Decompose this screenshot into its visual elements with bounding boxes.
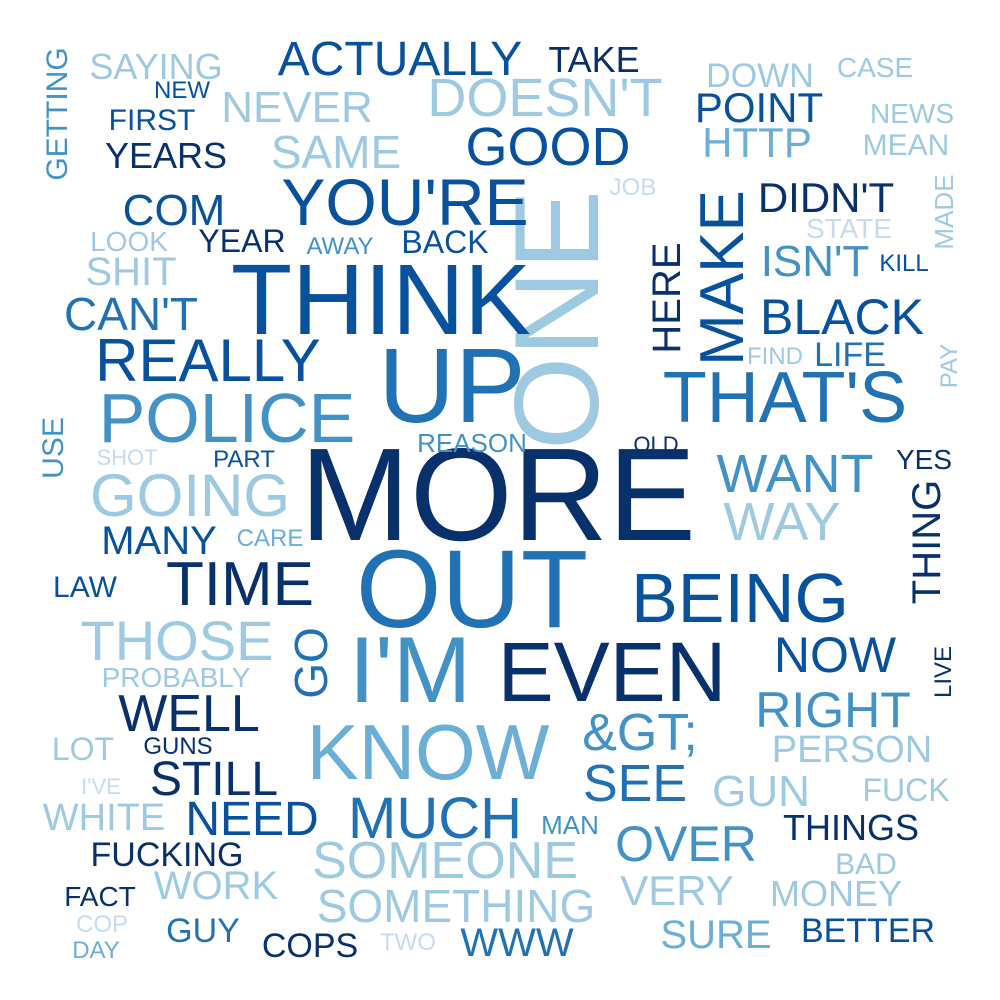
word: I'M (349, 617, 471, 722)
word: MUCH (348, 786, 522, 851)
word: BACK (401, 224, 488, 260)
word: BAD (835, 848, 897, 881)
word: MADE (929, 174, 959, 249)
word: CARE (237, 525, 304, 552)
word: LAW (53, 571, 118, 604)
word: USE (37, 417, 70, 479)
word: WWW (460, 921, 574, 965)
word: YEARS (105, 135, 227, 176)
word: MAN (541, 810, 599, 840)
word: MEAN (863, 129, 950, 162)
word: FUCK (862, 772, 949, 808)
word: PERSON (772, 729, 932, 771)
word: ACTUALLY (278, 33, 523, 86)
word: NOW (774, 627, 897, 683)
word: GO (285, 627, 337, 699)
word: MAKE (688, 190, 757, 366)
word: CASE (837, 52, 913, 83)
word: WHITE (43, 797, 165, 839)
word: AWAY (306, 233, 373, 260)
word: LIFE (814, 336, 886, 374)
word: BETTER (801, 912, 935, 950)
word: REASON (417, 428, 527, 458)
word: OLD (633, 432, 678, 457)
word: PROBABLY (102, 662, 251, 693)
word: SURE (660, 913, 771, 957)
word: NEW (154, 77, 210, 104)
word: GETTING (41, 47, 74, 180)
word: MANY (101, 519, 217, 563)
word: LOOK (90, 226, 168, 257)
word: LOT (52, 731, 114, 767)
word: GUNS (143, 733, 212, 760)
word: NEVER (221, 83, 373, 132)
word: OVER (615, 816, 757, 872)
word: FIRST (109, 104, 196, 137)
word: COPS (262, 927, 358, 965)
word: FIND (747, 343, 803, 370)
word: TWO (380, 929, 436, 956)
word: SHOT (96, 445, 157, 470)
word: FACT (64, 881, 136, 912)
word: KILL (879, 250, 928, 277)
word: PAY (936, 344, 963, 388)
word: COP (76, 911, 128, 938)
word: CAN'T (64, 288, 198, 340)
word: JOB (610, 174, 657, 201)
word: BEING (631, 559, 849, 637)
word: TAKE (548, 39, 639, 80)
word: STATE (806, 213, 892, 244)
word: YEAR (198, 223, 285, 259)
word: GUY (166, 912, 240, 950)
word: NEWS (870, 98, 954, 129)
word: ISN'T (761, 237, 870, 286)
word: DAY (72, 937, 120, 964)
word: THING (905, 480, 949, 604)
word: LIVE (930, 646, 957, 698)
word: KNOW (307, 708, 550, 796)
word: YES (896, 444, 952, 475)
word: FUCKING (91, 836, 244, 874)
word: SAME (271, 126, 401, 178)
word: PART (213, 446, 275, 473)
word: HERE (645, 242, 689, 353)
word: THINGS (783, 807, 919, 848)
word: WAY (724, 492, 841, 552)
word: DOWN (706, 57, 814, 95)
word: I'VE (81, 774, 121, 799)
word: SEE (583, 755, 687, 813)
word: &GT; (582, 704, 698, 762)
word: VERY (620, 867, 734, 914)
